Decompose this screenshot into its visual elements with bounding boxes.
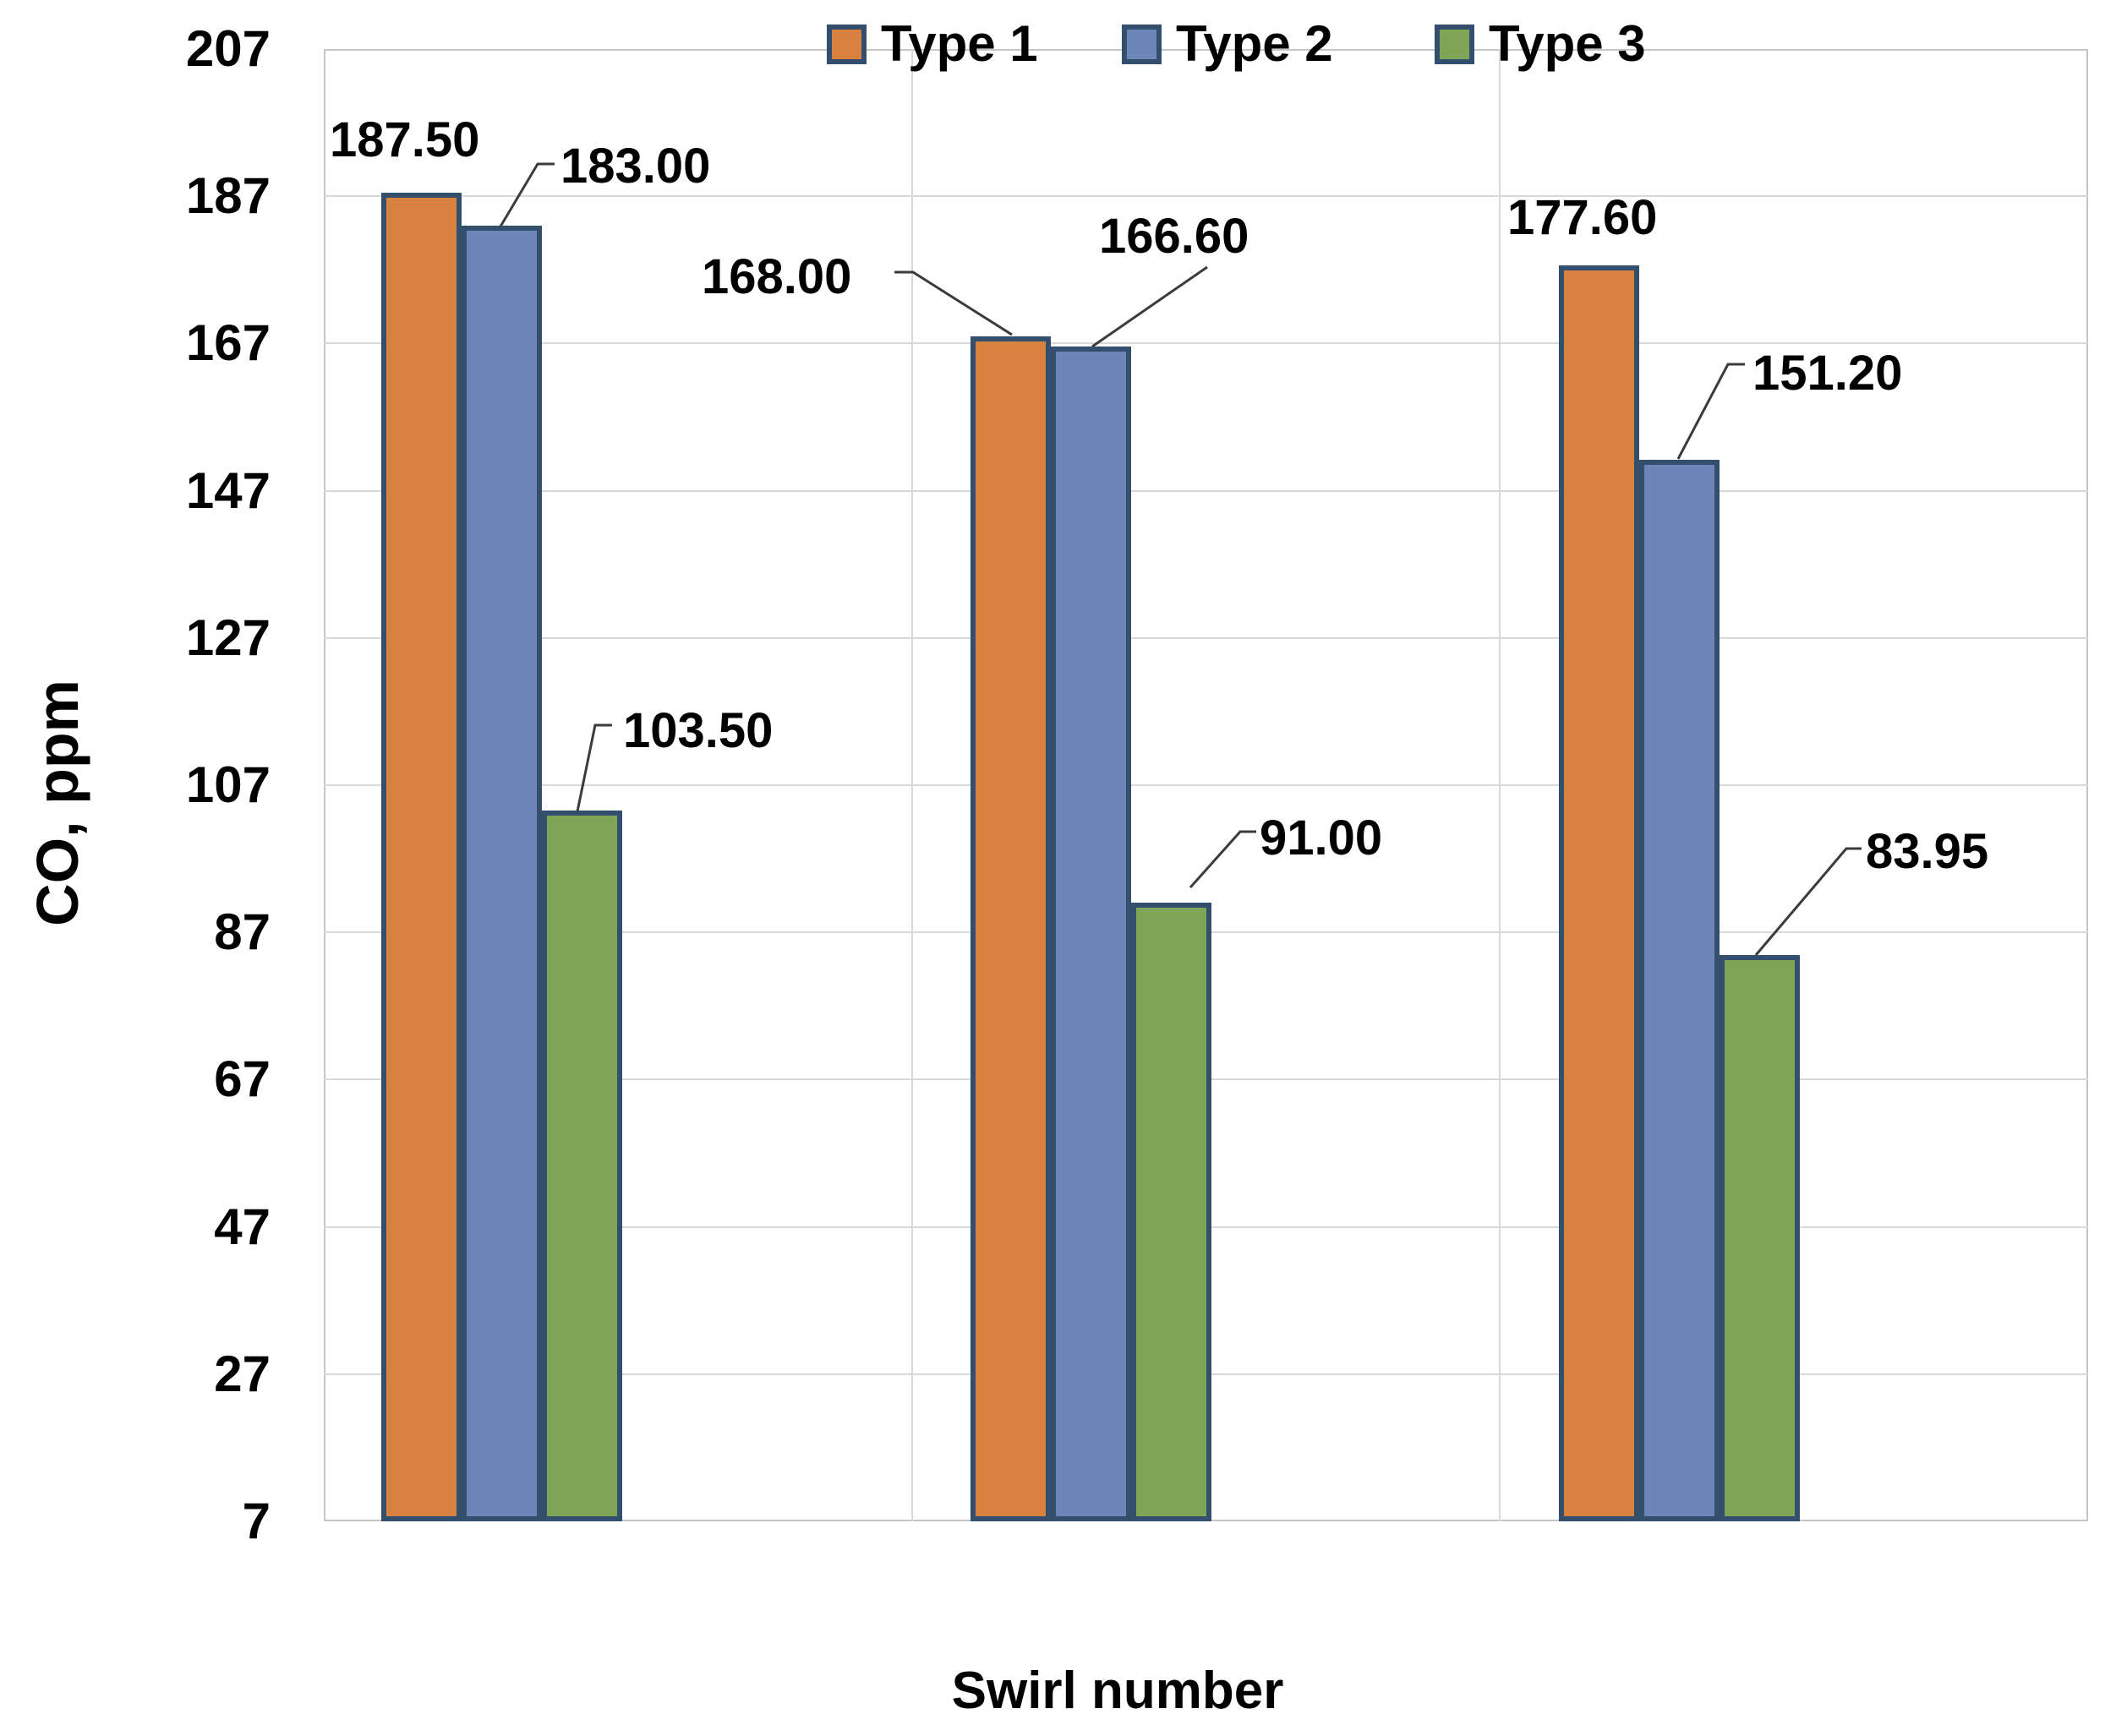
legend-swatch-type-1 — [827, 24, 867, 64]
y-tick-label: 207 — [185, 20, 271, 77]
y-tick-label: 7 — [242, 1493, 271, 1549]
x-axis-title: Swirl number — [951, 1662, 1284, 1720]
h-gridline — [324, 489, 2088, 492]
bar-type1-group3 — [1559, 265, 1639, 1521]
bar-type3-group1 — [542, 811, 622, 1521]
data-label: 83.95 — [1866, 824, 1989, 879]
y-tick-label: 27 — [214, 1345, 271, 1402]
data-label: 177.60 — [1507, 190, 1658, 245]
y-tick-label: 127 — [185, 609, 271, 666]
bar-type2-group2 — [1051, 346, 1131, 1521]
y-axis-title: CO, ppm — [25, 680, 90, 926]
leader-line — [576, 723, 612, 812]
y-tick-label: 47 — [214, 1198, 271, 1255]
leader-line — [1189, 830, 1256, 888]
bar-type1-group2 — [971, 336, 1051, 1521]
legend-label-type-1: Type 1 — [881, 15, 1038, 72]
leader-line — [499, 162, 555, 227]
v-gridline — [1499, 49, 1501, 1521]
y-tick-label: 167 — [185, 314, 271, 372]
y-tick-label: 87 — [214, 903, 271, 961]
data-label: 91.00 — [1260, 811, 1383, 865]
bar-type2-group1 — [462, 226, 542, 1521]
h-gridline — [324, 342, 2088, 345]
h-gridline — [324, 636, 2088, 639]
data-label: 183.00 — [560, 139, 711, 194]
legend-item-type-1: Type 1 — [827, 17, 1038, 71]
y-tick-label: 187 — [185, 167, 271, 225]
legend-swatch-type-3 — [1435, 24, 1474, 64]
data-label: 103.50 — [623, 703, 774, 758]
legend-label-type-2: Type 2 — [1176, 15, 1333, 72]
data-label: 168.00 — [702, 249, 852, 304]
data-label: 187.50 — [330, 112, 480, 167]
y-tick-label: 67 — [214, 1051, 271, 1108]
leader-line — [894, 270, 1013, 336]
leader-line — [1091, 265, 1208, 348]
y-tick-label: 147 — [185, 461, 271, 519]
h-gridline — [324, 195, 2088, 198]
legend-label-type-3: Type 3 — [1489, 15, 1646, 72]
bar-type3-group3 — [1720, 954, 1800, 1521]
h-gridline — [324, 784, 2088, 786]
data-label: 166.60 — [1099, 209, 1249, 264]
legend-swatch-type-2 — [1122, 24, 1162, 64]
y-tick-label: 107 — [185, 756, 271, 813]
legend-item-type-2: Type 2 — [1122, 17, 1333, 71]
bar-type3-group2 — [1131, 903, 1211, 1521]
v-gridline — [910, 49, 913, 1521]
legend-item-type-3: Type 3 — [1435, 17, 1646, 71]
bar-type1-group1 — [381, 192, 462, 1521]
bar-type2-group3 — [1639, 460, 1720, 1521]
leader-line — [1754, 847, 1862, 956]
leader-line — [1676, 363, 1745, 460]
data-label: 151.20 — [1752, 346, 1903, 401]
